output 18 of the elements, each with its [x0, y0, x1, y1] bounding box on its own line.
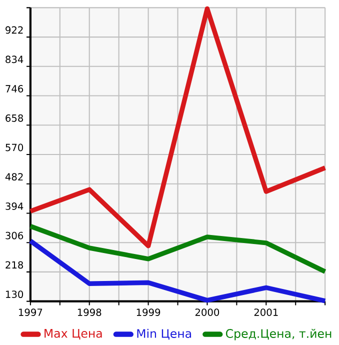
y-tick-label: 394 [6, 202, 24, 210]
legend-label: Сред.Цена, т.йен [226, 328, 332, 340]
y-tick-label: 130 [6, 290, 24, 298]
x-tick-label: 1999 [136, 308, 160, 316]
y-tick-label: 570 [6, 144, 24, 152]
y-tick-label: 218 [6, 261, 24, 269]
x-tick-label: 2000 [196, 308, 220, 316]
y-tick-label: 922 [6, 26, 23, 34]
y-tick-label: 834 [6, 56, 24, 64]
y-tick-label: 482 [6, 173, 23, 181]
x-tick-label: 1998 [78, 308, 102, 316]
legend-label: Min Цена [137, 328, 192, 340]
y-tick-label: 306 [6, 232, 24, 240]
legend-label: Max Цена [44, 329, 102, 340]
x-tick-label: 1997 [19, 308, 42, 316]
y-tick-label: 746 [6, 85, 24, 92]
y-tick-label: 658 [6, 114, 24, 122]
x-tick-label: 2001 [254, 308, 278, 316]
